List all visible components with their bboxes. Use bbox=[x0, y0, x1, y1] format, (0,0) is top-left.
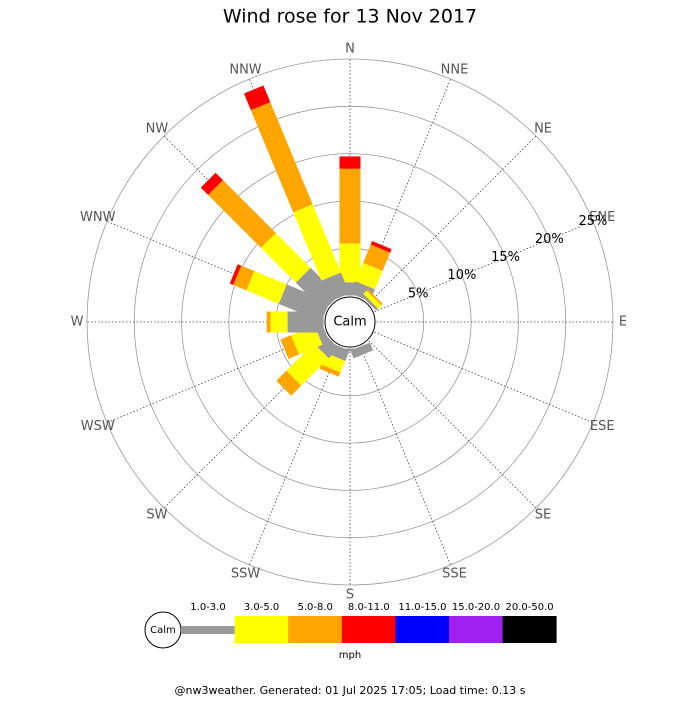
legend-swatch bbox=[502, 616, 557, 643]
ring-label: 15% bbox=[491, 250, 520, 265]
calm-label: Calm bbox=[333, 315, 366, 330]
bar-segment bbox=[208, 180, 276, 248]
legend-label: 11.0-15.0 bbox=[398, 602, 446, 613]
direction-label: WNW bbox=[80, 210, 116, 225]
ring bbox=[86, 58, 614, 586]
ring-label: 20% bbox=[535, 232, 564, 247]
direction-label: NNE bbox=[441, 62, 469, 77]
direction-label: NW bbox=[146, 121, 169, 136]
direction-label: WSW bbox=[81, 419, 115, 434]
chart-title: Wind rose for 13 Nov 2017 bbox=[223, 6, 477, 28]
bar-segment bbox=[350, 342, 374, 359]
spoke bbox=[368, 135, 537, 304]
bar-segment bbox=[260, 232, 311, 283]
legend-swatch bbox=[181, 626, 235, 634]
bar-segment bbox=[266, 311, 271, 333]
direction-label: SSW bbox=[231, 567, 261, 582]
direction-label: SE bbox=[535, 508, 551, 523]
bar-segment bbox=[339, 168, 361, 244]
bar-segment bbox=[243, 85, 271, 111]
unit-label: mph bbox=[339, 650, 361, 661]
ring-label: 25% bbox=[579, 214, 608, 229]
footer: @nw3weather. Generated: 01 Jul 2025 17:0… bbox=[175, 684, 526, 697]
legend-label: 1.0-3.0 bbox=[190, 602, 225, 613]
legend-label: 20.0-50.0 bbox=[506, 602, 554, 613]
bar-segment bbox=[321, 272, 350, 302]
bar-segment bbox=[361, 293, 379, 311]
bar-segment bbox=[250, 102, 313, 213]
ring-label: 10% bbox=[447, 268, 476, 283]
direction-label: S bbox=[346, 588, 354, 603]
direction-label: W bbox=[71, 315, 84, 330]
bar-segment bbox=[370, 241, 392, 253]
direction-label: NNW bbox=[229, 62, 261, 77]
legend-swatch bbox=[395, 616, 450, 643]
calm-circle bbox=[324, 296, 376, 348]
legend-swatch bbox=[288, 616, 343, 643]
bar-segment bbox=[319, 364, 341, 377]
bar-segment bbox=[278, 284, 330, 322]
legend-label: 5.0-8.0 bbox=[297, 602, 332, 613]
spoke bbox=[248, 346, 341, 566]
bar-segment bbox=[339, 348, 361, 352]
bar-segment bbox=[290, 325, 323, 355]
legend-swatch bbox=[234, 616, 289, 643]
spoke bbox=[359, 346, 452, 566]
legend-calm-label: Calm bbox=[150, 625, 176, 636]
bar-segment bbox=[200, 172, 223, 195]
bar-segment bbox=[280, 335, 299, 359]
direction-label: SSE bbox=[442, 567, 467, 582]
bar-segment bbox=[339, 243, 361, 283]
bar-segment bbox=[363, 290, 382, 309]
direction-label: ESE bbox=[590, 419, 615, 434]
legend-label: 15.0-20.0 bbox=[452, 602, 500, 613]
direction-label: NE bbox=[534, 121, 552, 136]
spoke bbox=[374, 331, 594, 424]
spoke bbox=[374, 220, 594, 313]
bar-segment bbox=[286, 343, 329, 386]
direction-label: SW bbox=[146, 508, 167, 523]
bar-segment bbox=[233, 265, 255, 291]
bar-segment bbox=[276, 370, 302, 396]
bar-segment bbox=[246, 271, 287, 304]
bar-segment bbox=[339, 156, 361, 169]
direction-label: ENE bbox=[589, 210, 615, 225]
bar-segment bbox=[355, 262, 383, 290]
bar-segment bbox=[295, 267, 339, 311]
direction-label: N bbox=[345, 42, 355, 57]
legend-swatch bbox=[341, 616, 396, 643]
spoke bbox=[368, 340, 537, 509]
bar-segment bbox=[293, 204, 341, 281]
legend-label: 3.0-5.0 bbox=[244, 602, 279, 613]
bar-segment bbox=[363, 244, 391, 271]
bar-segment bbox=[270, 311, 288, 333]
legend-label: 8.0-11.0 bbox=[348, 602, 390, 613]
direction-label: E bbox=[619, 315, 627, 330]
legend-swatch bbox=[449, 616, 503, 643]
ring-label: 5% bbox=[408, 286, 429, 301]
bar-segment bbox=[366, 289, 383, 306]
bar-segment bbox=[229, 264, 242, 285]
ring bbox=[181, 153, 519, 491]
